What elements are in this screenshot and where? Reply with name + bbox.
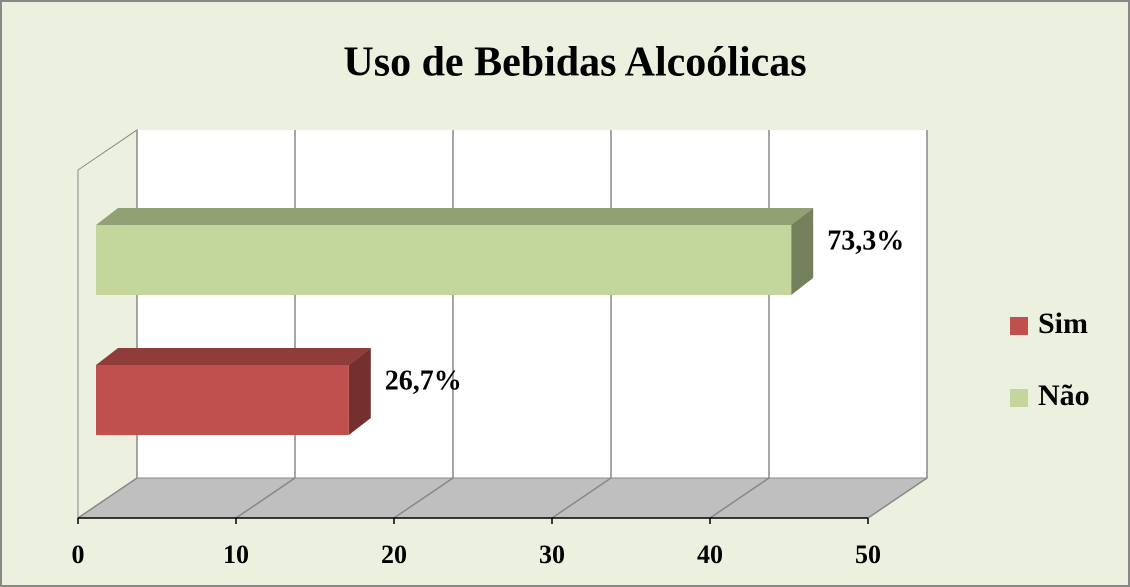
bar (96, 225, 792, 295)
data-label: 26,7% (385, 365, 462, 396)
x-tick-label: 30 (539, 540, 565, 569)
chart-title: Uso de Bebidas Alcoólicas (343, 40, 806, 86)
bar-top (96, 348, 371, 365)
left-wall (77, 129, 138, 519)
x-tick-label: 0 (72, 540, 85, 569)
x-tick-label: 40 (697, 540, 723, 569)
x-tick-label: 10 (223, 540, 249, 569)
legend-swatch (1010, 317, 1028, 335)
bar-top (96, 208, 814, 225)
floor-grid-line (709, 477, 770, 519)
x-tick-label: 20 (381, 540, 407, 569)
x-tick-label: 50 (855, 540, 881, 569)
data-label: 73,3% (827, 225, 904, 256)
floor-grid-line (393, 477, 454, 519)
floor-grid-line (867, 477, 928, 519)
legend-swatch (1010, 389, 1028, 407)
bar-side (791, 208, 814, 295)
floor-grid-line (235, 477, 296, 519)
floor (76, 477, 929, 519)
bar-side (348, 348, 371, 435)
floor-grid-line (77, 477, 138, 519)
floor-grid-line (551, 477, 612, 519)
legend-label: Sim (1038, 307, 1088, 340)
legend-label: Não (1038, 379, 1090, 412)
bar (96, 365, 349, 435)
